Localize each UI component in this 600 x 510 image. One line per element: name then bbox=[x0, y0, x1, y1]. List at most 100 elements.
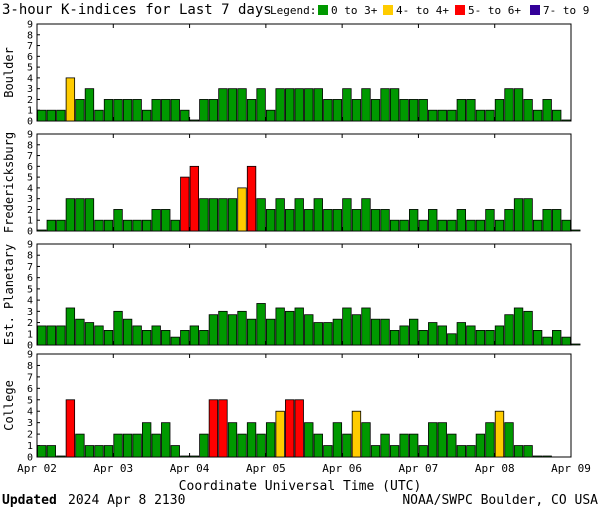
k-index-bar bbox=[151, 433, 161, 458]
k-index-bar bbox=[408, 99, 419, 122]
k-index-bar bbox=[122, 433, 133, 458]
k-index-bar bbox=[428, 209, 438, 232]
y-tick-label: 9 bbox=[27, 350, 33, 361]
y-tick-label: 4 bbox=[27, 183, 33, 194]
y-tick-label: 6 bbox=[27, 273, 33, 284]
k-index-bar bbox=[428, 109, 438, 122]
x-tick-label: Apr 05 bbox=[246, 462, 286, 475]
k-index-bar bbox=[56, 455, 66, 458]
k-index-bar bbox=[94, 219, 104, 232]
k-index-bar bbox=[218, 198, 228, 232]
k-index-bar bbox=[246, 165, 257, 232]
k-index-bar bbox=[37, 229, 47, 232]
legend-swatch-0 bbox=[318, 5, 328, 15]
k-index-bar bbox=[504, 314, 514, 346]
y-tick-label: 7 bbox=[27, 262, 33, 273]
k-index-bar bbox=[370, 445, 381, 458]
k-index-bar bbox=[380, 209, 390, 232]
k-index-bar bbox=[323, 99, 333, 122]
k-index-bar bbox=[418, 330, 428, 346]
k-index-bar bbox=[65, 77, 76, 122]
k-index-bar bbox=[199, 198, 209, 232]
k-index-bar bbox=[351, 99, 362, 122]
k-index-bar bbox=[542, 99, 552, 122]
k-index-bar bbox=[46, 325, 56, 346]
panel-name: Fredericksburg bbox=[2, 132, 16, 233]
k-index-bar bbox=[275, 410, 285, 458]
k-index-bar bbox=[265, 109, 276, 122]
k-index-bar bbox=[342, 433, 352, 458]
y-tick-label: 7 bbox=[27, 151, 33, 162]
k-index-bar bbox=[304, 422, 314, 458]
k-index-bar bbox=[428, 322, 438, 346]
y-tick-label: 5 bbox=[27, 395, 33, 406]
x-tick-label: Apr 04 bbox=[170, 462, 210, 475]
k-index-bar bbox=[275, 307, 285, 346]
k-index-bar bbox=[246, 99, 257, 122]
k-index-bar bbox=[552, 330, 562, 346]
k-index-bar bbox=[141, 109, 152, 122]
k-index-bar bbox=[418, 99, 428, 122]
k-index-bar bbox=[399, 433, 409, 458]
k-index-bar bbox=[408, 318, 419, 346]
k-index-bar bbox=[399, 325, 409, 346]
legend: Legend: 0 to 3+ 4- to 4+ 5- to 6+ 7- to 9 bbox=[270, 4, 589, 17]
k-index-bar bbox=[285, 88, 295, 122]
y-tick-label: 5 bbox=[27, 63, 33, 74]
k-index-bar bbox=[323, 209, 333, 232]
k-index-bar bbox=[428, 422, 438, 458]
k-index-bar bbox=[466, 445, 476, 458]
k-index-bar bbox=[189, 119, 200, 122]
y-tick-label: 8 bbox=[27, 30, 33, 41]
k-index-bar bbox=[552, 109, 562, 122]
y-tick-label: 1 bbox=[27, 441, 33, 452]
legend-swatch-1 bbox=[383, 5, 393, 15]
y-tick-label: 4 bbox=[27, 407, 33, 418]
panel-frame bbox=[36, 133, 572, 232]
k-index-bar bbox=[332, 99, 343, 122]
k-index-bar bbox=[552, 209, 562, 232]
k-index-bar bbox=[418, 445, 428, 458]
k-index-bar bbox=[208, 198, 219, 232]
k-index-bar bbox=[447, 433, 457, 458]
k-index-bar bbox=[56, 219, 66, 232]
k-index-bar bbox=[466, 99, 476, 122]
k-index-bar bbox=[399, 219, 409, 232]
y-tick-label: 9 bbox=[27, 240, 33, 251]
k-index-bar bbox=[523, 99, 533, 122]
k-index-bar bbox=[494, 410, 505, 458]
k-index-bar bbox=[170, 336, 180, 346]
y-tick-label: 8 bbox=[27, 361, 33, 372]
updated-value: 2024 Apr 8 2130 bbox=[68, 493, 185, 508]
k-index-bar bbox=[313, 433, 323, 458]
k-index-bar bbox=[313, 322, 323, 346]
y-tick-label: 6 bbox=[27, 162, 33, 173]
k-index-bar bbox=[408, 209, 419, 232]
y-tick-label: 1 bbox=[27, 329, 33, 340]
y-tick-label: 5 bbox=[27, 173, 33, 184]
k-index-bar bbox=[523, 445, 533, 458]
k-index-bar bbox=[65, 198, 76, 232]
x-tick-label: Apr 09 bbox=[551, 462, 591, 475]
k-index-bar bbox=[94, 445, 104, 458]
k-index-bar bbox=[532, 455, 543, 458]
k-index-bar bbox=[466, 325, 476, 346]
updated-label: Updated bbox=[2, 493, 57, 508]
k-index-bar bbox=[256, 303, 266, 346]
credit-label: NOAA/SWPC Boulder, CO USA bbox=[402, 493, 598, 508]
k-index-bar bbox=[132, 99, 142, 122]
k-index-bar bbox=[285, 209, 295, 232]
k-index-bar bbox=[361, 88, 371, 122]
k-index-bar bbox=[132, 433, 142, 458]
k-index-bar bbox=[351, 209, 362, 232]
k-index-bar bbox=[513, 198, 524, 232]
k-index-bar bbox=[294, 399, 304, 458]
k-index-bar bbox=[227, 198, 238, 232]
panels: 0123456789Boulder0123456789Fredericksbur… bbox=[2, 20, 581, 464]
k-index-bar bbox=[285, 399, 295, 458]
k-index-bar bbox=[389, 330, 400, 346]
panel-name: Est. Planetary bbox=[2, 244, 16, 345]
k-index-bar bbox=[161, 99, 171, 122]
